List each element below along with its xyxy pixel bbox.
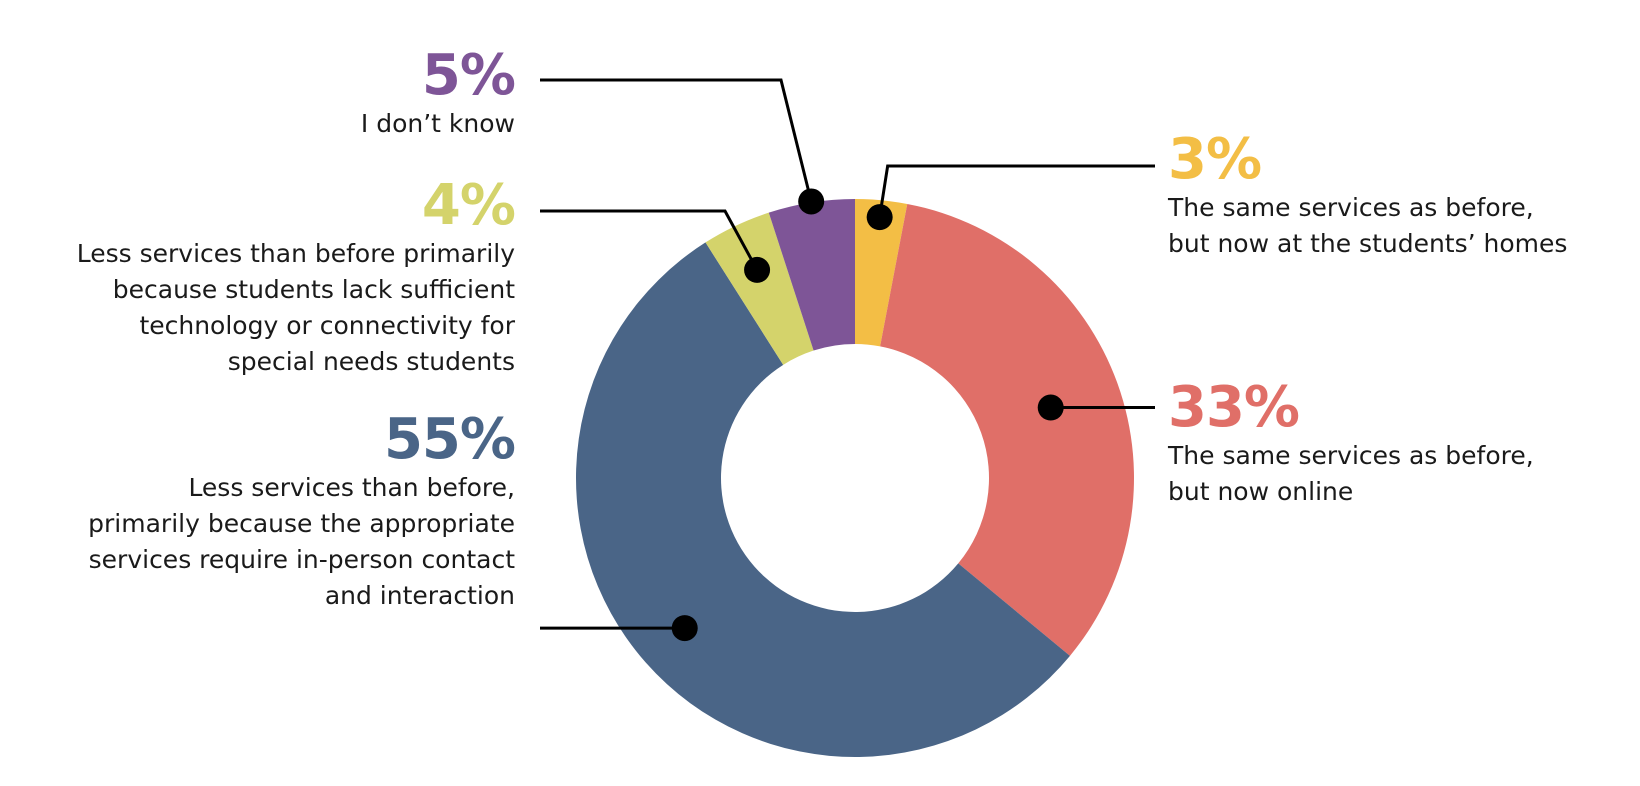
callout-less-in-person: 55% Less services than before, primarily…	[88, 407, 516, 614]
leader-dot-less-in-person	[671, 615, 698, 642]
callout-same-online: 33% The same services as before, but now…	[1168, 378, 1534, 510]
slice-less-in-person	[575, 242, 1070, 758]
slice-same-home	[855, 199, 908, 347]
desc-label-less-in-person: Less services than before, primarily bec…	[88, 473, 515, 610]
pct-label-same-home: 3%	[1168, 127, 1262, 192]
slice-same-online	[880, 203, 1134, 656]
leader-dot-same-home	[866, 204, 893, 231]
leader-line-less-tech	[540, 209, 759, 271]
callout-dont-know: 5% I don’t know	[360, 43, 516, 142]
leader-line-same-home	[878, 164, 1155, 218]
desc-label-same-online: The same services as before, but now onl…	[1168, 441, 1534, 506]
desc-label-less-tech: Less services than before primarily beca…	[76, 239, 515, 376]
callout-same-home: 3% The same services as before, but now …	[1168, 130, 1567, 262]
leader-dot-less-tech	[744, 256, 771, 283]
callout-less-tech: 4% Less services than before primarily b…	[76, 173, 516, 380]
slice-less-tech	[705, 212, 814, 365]
slice-dont-know	[768, 199, 855, 351]
leader-dot-same-online	[1037, 394, 1064, 421]
donut-slices	[575, 199, 1134, 758]
pct-label-dont-know: 5%	[421, 43, 516, 108]
leader-line-dont-know	[540, 78, 813, 202]
leader-dot-dont-know	[798, 188, 825, 215]
leader-lines	[540, 78, 1155, 642]
pct-label-less-tech: 4%	[421, 173, 516, 238]
pct-label-less-in-person: 55%	[383, 407, 516, 472]
desc-label-same-home: The same services as before, but now at …	[1168, 193, 1568, 258]
pct-label-same-online: 33%	[1168, 375, 1300, 440]
desc-label-dont-know: I don’t know	[360, 109, 515, 138]
